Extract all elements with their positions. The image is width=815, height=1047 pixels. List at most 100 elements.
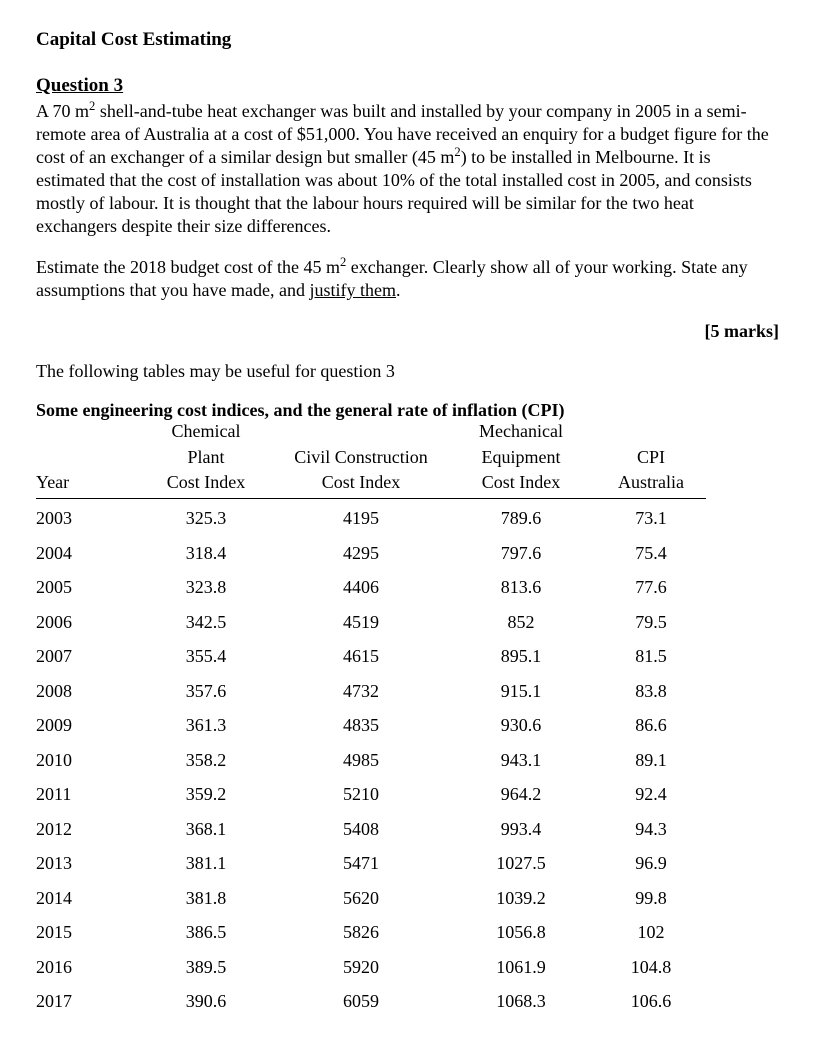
cell-mech: 993.4: [446, 812, 596, 847]
cell-chem: 361.3: [136, 708, 276, 743]
cell-civil: 5620: [276, 881, 446, 916]
table-body: 2003325.34195789.673.12004318.44295797.6…: [36, 499, 706, 1019]
cell-year: 2004: [36, 536, 136, 571]
table-row: 2011359.25210964.292.4: [36, 777, 706, 812]
table-row: 2008357.64732915.183.8: [36, 674, 706, 709]
cell-chem: 358.2: [136, 743, 276, 778]
cell-civil: 4195: [276, 499, 446, 536]
cell-cpi: 92.4: [596, 777, 706, 812]
col-header: Equipment: [446, 447, 596, 473]
cell-cpi: 102: [596, 915, 706, 950]
cell-civil: 4406: [276, 570, 446, 605]
table-title: Some engineering cost indices, and the g…: [36, 399, 779, 422]
cell-mech: 1039.2: [446, 881, 596, 916]
cell-chem: 368.1: [136, 812, 276, 847]
cell-civil: 5471: [276, 846, 446, 881]
table-row: 2015386.558261056.8102: [36, 915, 706, 950]
cell-chem: 386.5: [136, 915, 276, 950]
underlined-text: justify them: [309, 280, 396, 300]
table-row: 2012368.15408993.494.3: [36, 812, 706, 847]
col-header: Cost Index: [276, 472, 446, 498]
question-paragraph-1: A 70 m2 shell-and-tube heat exchanger wa…: [36, 100, 779, 238]
text: Estimate the 2018 budget cost of the 45 …: [36, 257, 340, 277]
cell-cpi: 79.5: [596, 605, 706, 640]
cell-year: 2011: [36, 777, 136, 812]
cell-cpi: 96.9: [596, 846, 706, 881]
cell-mech: 1061.9: [446, 950, 596, 985]
text: A 70 m: [36, 101, 89, 121]
cell-mech: 930.6: [446, 708, 596, 743]
cost-indices-table: Chemical Mechanical Plant Civil Construc…: [36, 421, 706, 1018]
cell-year: 2015: [36, 915, 136, 950]
cell-year: 2014: [36, 881, 136, 916]
cell-civil: 4519: [276, 605, 446, 640]
table-row: 2010358.24985943.189.1: [36, 743, 706, 778]
cell-mech: 895.1: [446, 639, 596, 674]
cell-chem: 381.1: [136, 846, 276, 881]
cell-chem: 325.3: [136, 499, 276, 536]
cell-mech: 852: [446, 605, 596, 640]
cell-mech: 789.6: [446, 499, 596, 536]
table-row: 2017390.660591068.3106.6: [36, 984, 706, 1019]
table-row: 2005323.84406813.677.6: [36, 570, 706, 605]
cell-cpi: 99.8: [596, 881, 706, 916]
cell-chem: 342.5: [136, 605, 276, 640]
cell-cpi: 106.6: [596, 984, 706, 1019]
cell-civil: 4615: [276, 639, 446, 674]
col-header: Cost Index: [446, 472, 596, 498]
cell-civil: 4835: [276, 708, 446, 743]
cell-chem: 389.5: [136, 950, 276, 985]
table-header: Chemical Mechanical Plant Civil Construc…: [36, 421, 706, 498]
col-header: Plant: [136, 447, 276, 473]
question-paragraph-2: Estimate the 2018 budget cost of the 45 …: [36, 256, 779, 302]
question-number: Question 3: [36, 74, 779, 98]
cell-chem: 390.6: [136, 984, 276, 1019]
table-row: 2013381.154711027.596.9: [36, 846, 706, 881]
cell-civil: 6059: [276, 984, 446, 1019]
cell-mech: 915.1: [446, 674, 596, 709]
cell-mech: 964.2: [446, 777, 596, 812]
cell-mech: 1027.5: [446, 846, 596, 881]
table-row: 2004318.44295797.675.4: [36, 536, 706, 571]
cell-civil: 4732: [276, 674, 446, 709]
table-row: 2014381.856201039.299.8: [36, 881, 706, 916]
page-title: Capital Cost Estimating: [36, 28, 779, 52]
table-row: 2007355.44615895.181.5: [36, 639, 706, 674]
cell-chem: 381.8: [136, 881, 276, 916]
cell-cpi: 81.5: [596, 639, 706, 674]
cell-civil: 5408: [276, 812, 446, 847]
table-row: 2016389.559201061.9104.8: [36, 950, 706, 985]
col-header: Civil Construction: [276, 447, 446, 473]
cell-chem: 357.6: [136, 674, 276, 709]
col-header: CPI: [596, 447, 706, 473]
table-row: 2006342.5451985279.5: [36, 605, 706, 640]
cell-cpi: 77.6: [596, 570, 706, 605]
cell-cpi: 94.3: [596, 812, 706, 847]
cell-civil: 5210: [276, 777, 446, 812]
cell-mech: 797.6: [446, 536, 596, 571]
cell-mech: 813.6: [446, 570, 596, 605]
cell-year: 2006: [36, 605, 136, 640]
cell-civil: 5920: [276, 950, 446, 985]
cell-chem: 359.2: [136, 777, 276, 812]
cell-cpi: 75.4: [596, 536, 706, 571]
cell-civil: 4295: [276, 536, 446, 571]
cell-mech: 943.1: [446, 743, 596, 778]
cell-year: 2008: [36, 674, 136, 709]
cell-year: 2007: [36, 639, 136, 674]
col-header: Chemical: [136, 421, 276, 447]
cell-cpi: 83.8: [596, 674, 706, 709]
cell-year: 2016: [36, 950, 136, 985]
cell-civil: 5826: [276, 915, 446, 950]
cell-year: 2005: [36, 570, 136, 605]
cell-mech: 1056.8: [446, 915, 596, 950]
cell-year: 2003: [36, 499, 136, 536]
col-header: Cost Index: [136, 472, 276, 498]
col-header: Year: [36, 472, 136, 498]
text: .: [396, 280, 401, 300]
cell-year: 2009: [36, 708, 136, 743]
cell-cpi: 89.1: [596, 743, 706, 778]
col-header: Australia: [596, 472, 706, 498]
marks-label: [5 marks]: [36, 320, 779, 343]
cell-year: 2012: [36, 812, 136, 847]
